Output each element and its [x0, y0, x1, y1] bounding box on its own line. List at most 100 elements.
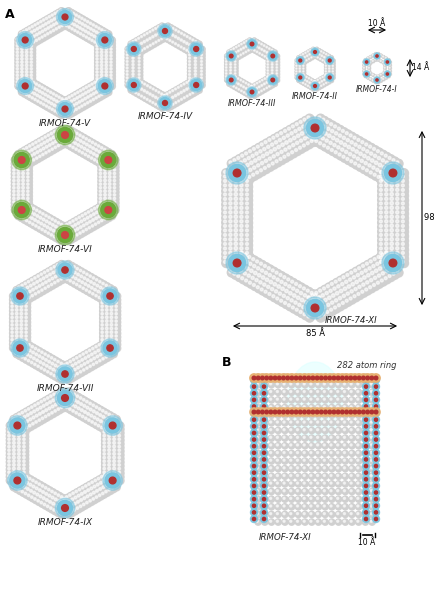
Circle shape [384, 173, 387, 176]
Circle shape [323, 436, 326, 438]
Circle shape [70, 370, 73, 373]
Circle shape [23, 341, 30, 348]
Circle shape [255, 473, 261, 479]
Circle shape [290, 398, 292, 400]
Circle shape [56, 365, 74, 383]
Circle shape [234, 60, 238, 65]
Circle shape [187, 66, 193, 71]
Circle shape [244, 191, 252, 200]
Circle shape [65, 100, 72, 106]
Circle shape [149, 44, 151, 47]
Circle shape [7, 455, 13, 462]
Circle shape [266, 163, 274, 171]
Circle shape [22, 148, 25, 151]
Circle shape [26, 279, 33, 286]
Circle shape [80, 213, 86, 220]
Circle shape [7, 466, 14, 474]
Circle shape [327, 62, 330, 65]
Circle shape [21, 41, 23, 44]
Circle shape [380, 260, 383, 263]
Circle shape [109, 322, 117, 330]
Circle shape [27, 280, 30, 283]
Circle shape [16, 157, 23, 164]
Circle shape [343, 383, 345, 385]
Circle shape [99, 44, 106, 51]
Circle shape [234, 237, 237, 241]
Circle shape [106, 448, 115, 455]
Circle shape [388, 61, 391, 63]
Circle shape [222, 250, 230, 258]
Circle shape [165, 23, 171, 28]
Circle shape [102, 160, 110, 168]
Circle shape [234, 215, 237, 219]
Circle shape [316, 54, 319, 57]
Circle shape [17, 412, 24, 419]
Circle shape [362, 451, 368, 456]
Circle shape [66, 226, 72, 233]
Circle shape [193, 78, 199, 85]
Circle shape [356, 163, 365, 171]
Circle shape [384, 160, 393, 169]
Circle shape [72, 495, 80, 502]
Circle shape [34, 293, 37, 295]
Circle shape [78, 224, 85, 232]
Circle shape [240, 79, 244, 83]
Circle shape [286, 144, 295, 153]
Circle shape [104, 79, 111, 87]
Circle shape [234, 242, 237, 246]
Circle shape [93, 416, 96, 419]
Circle shape [75, 131, 82, 138]
Circle shape [248, 84, 249, 85]
Circle shape [72, 103, 79, 110]
Circle shape [24, 145, 31, 152]
Circle shape [388, 177, 398, 187]
Circle shape [46, 19, 53, 27]
Circle shape [369, 519, 375, 525]
Circle shape [349, 497, 355, 502]
Circle shape [375, 478, 378, 481]
Circle shape [316, 82, 319, 85]
Circle shape [47, 134, 49, 137]
Circle shape [104, 300, 112, 307]
Circle shape [282, 504, 288, 509]
Circle shape [58, 511, 65, 518]
Circle shape [329, 147, 338, 155]
Circle shape [85, 485, 87, 487]
Circle shape [379, 233, 382, 236]
Circle shape [53, 234, 59, 241]
Circle shape [329, 451, 335, 456]
Circle shape [233, 169, 241, 177]
Circle shape [260, 53, 265, 58]
Circle shape [40, 282, 48, 289]
Circle shape [20, 185, 28, 193]
Circle shape [317, 287, 326, 296]
Circle shape [336, 489, 342, 495]
Circle shape [380, 177, 388, 185]
Circle shape [154, 95, 160, 102]
Circle shape [57, 19, 64, 26]
Circle shape [108, 307, 116, 315]
Circle shape [110, 320, 113, 322]
Circle shape [59, 126, 65, 133]
Circle shape [50, 372, 52, 375]
Circle shape [275, 382, 281, 388]
Circle shape [260, 90, 265, 94]
Circle shape [62, 109, 64, 111]
Circle shape [16, 164, 23, 171]
Circle shape [60, 264, 68, 272]
Circle shape [53, 18, 56, 20]
Circle shape [276, 428, 281, 434]
Circle shape [105, 77, 108, 80]
Circle shape [72, 131, 75, 133]
Circle shape [18, 471, 25, 478]
Circle shape [109, 80, 115, 87]
Circle shape [271, 54, 276, 59]
Circle shape [168, 39, 174, 44]
Circle shape [95, 50, 102, 57]
Circle shape [138, 82, 143, 88]
Circle shape [104, 355, 111, 361]
Circle shape [24, 341, 31, 348]
Circle shape [10, 345, 17, 352]
Circle shape [95, 488, 102, 496]
Circle shape [250, 476, 257, 483]
